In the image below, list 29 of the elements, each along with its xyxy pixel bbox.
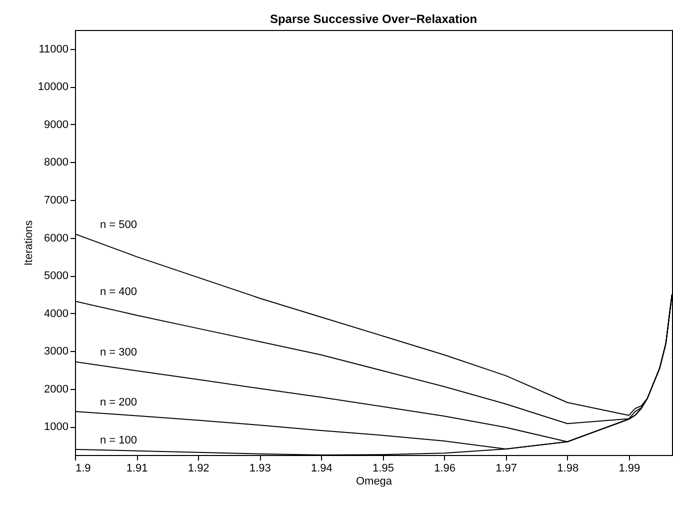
x-axis-title: Omega: [356, 476, 393, 488]
y-tick-label: 7000: [44, 194, 68, 206]
chart-title: Sparse Successive Over−Relaxation: [270, 12, 478, 26]
x-tick-label: 1.99: [618, 462, 640, 474]
x-tick-label: 1.92: [188, 462, 210, 474]
y-tick-label: 1000: [44, 421, 68, 434]
series-label: n = 100: [100, 434, 138, 446]
x-tick-label: 1.95: [372, 462, 394, 474]
x-tick-label: 1.94: [310, 462, 332, 474]
y-tick-label: 8000: [44, 156, 68, 169]
x-tick-label: 1.91: [126, 462, 148, 474]
y-tick-label: 6000: [44, 232, 68, 244]
x-tick-label: 1.98: [557, 462, 579, 474]
x-tick-label: 1.93: [249, 462, 271, 474]
y-tick-label: 9000: [44, 118, 68, 131]
y-tick-label: 10000: [38, 81, 68, 94]
y-axis-title: Iterations: [22, 220, 35, 266]
y-tick-label: 5000: [44, 270, 68, 282]
y-tick-label: 4000: [44, 308, 68, 320]
series-label: n = 300: [100, 346, 138, 359]
y-tick-label: 2000: [44, 383, 68, 396]
x-tick-label: 1.97: [496, 462, 518, 474]
x-tick-label: 1.9: [76, 462, 91, 474]
series-label: n = 200: [100, 396, 138, 409]
x-tick-label: 1.96: [434, 462, 456, 474]
series-label: n = 400: [100, 286, 138, 298]
y-tick-label: 3000: [44, 346, 68, 358]
y-tick-label: 11000: [38, 43, 68, 56]
series-label: n = 500: [100, 219, 138, 231]
